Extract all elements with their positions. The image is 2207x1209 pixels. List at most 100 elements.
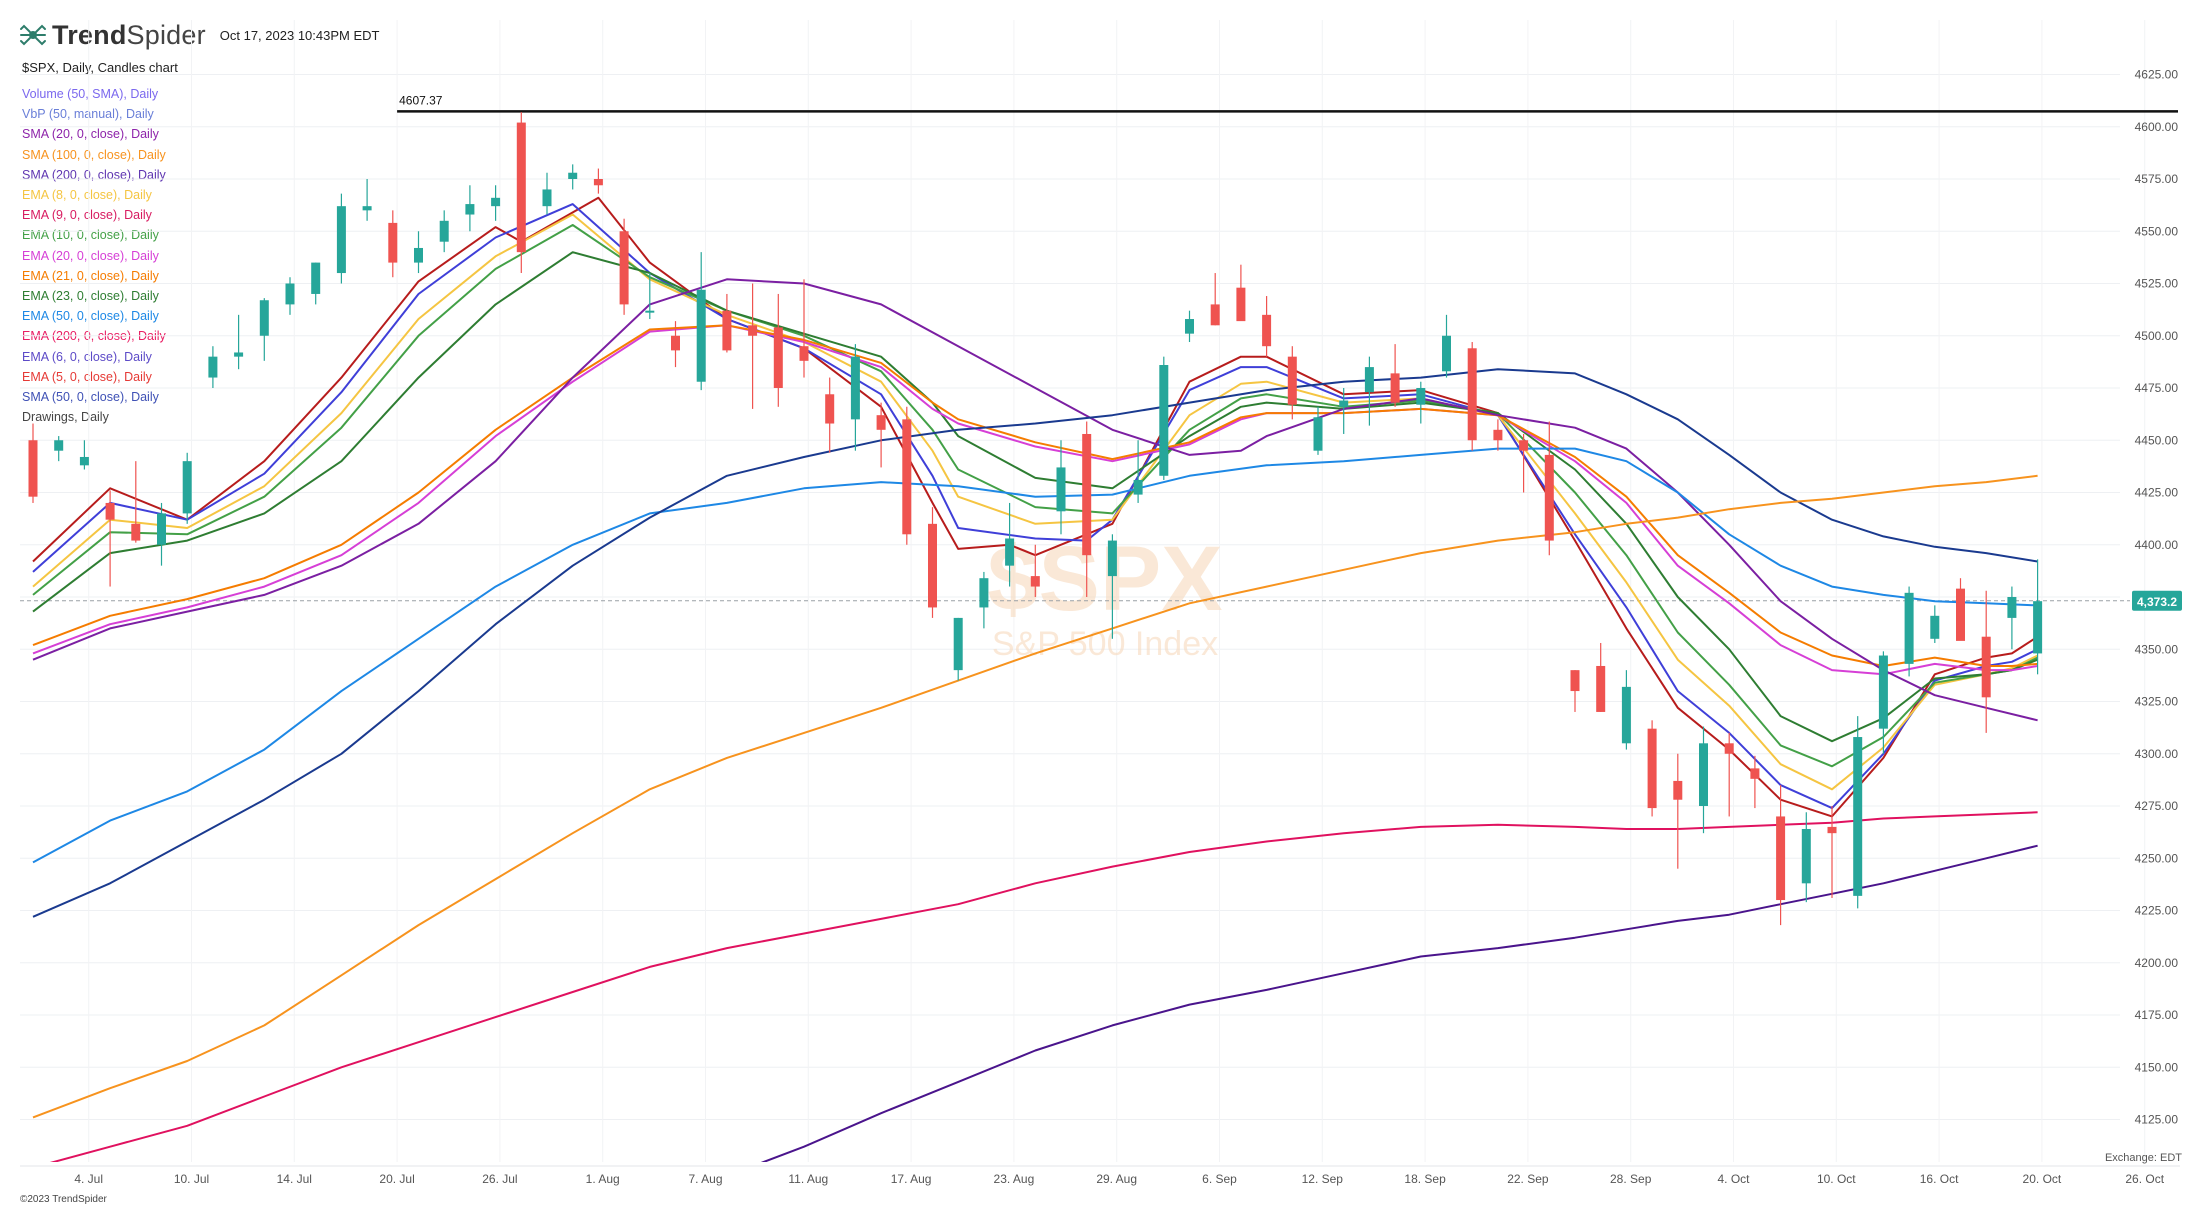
candle-body[interactable]	[671, 335, 680, 351]
candle[interactable]	[542, 172, 552, 215]
candle-body[interactable]	[1878, 655, 1888, 729]
candle[interactable]	[1519, 433, 1529, 493]
candle[interactable]	[979, 571, 989, 629]
series-line[interactable]	[32, 213, 2039, 791]
candle-body[interactable]	[1544, 454, 1554, 541]
candle[interactable]	[105, 490, 115, 587]
candle[interactable]	[1262, 296, 1272, 357]
candle[interactable]	[1030, 544, 1040, 597]
candle-body[interactable]	[1724, 743, 1734, 754]
candle-body[interactable]	[876, 415, 886, 430]
candle[interactable]	[1673, 753, 1683, 869]
candle[interactable]	[516, 112, 526, 274]
candle-body[interactable]	[1570, 670, 1580, 692]
candle[interactable]	[1724, 732, 1734, 817]
candle-body[interactable]	[979, 578, 989, 608]
candle[interactable]	[953, 617, 963, 681]
candle-body[interactable]	[722, 310, 732, 351]
candle-body[interactable]	[1904, 592, 1914, 664]
candle-body[interactable]	[619, 231, 629, 305]
candle-body[interactable]	[1930, 615, 1940, 639]
candle-body[interactable]	[1699, 743, 1708, 806]
candle-body[interactable]	[1210, 304, 1220, 326]
candle-body[interactable]	[491, 197, 501, 207]
legend-entry[interactable]: EMA (20, 0, close), Daily	[22, 248, 159, 263]
candle[interactable]	[1904, 586, 1914, 677]
candle-body[interactable]	[2007, 597, 2017, 618]
candle[interactable]	[1596, 642, 1606, 712]
candle[interactable]	[208, 346, 218, 388]
legend-entry[interactable]: EMA (23, 0, close), Daily	[22, 289, 159, 304]
candle[interactable]	[825, 377, 835, 453]
candle[interactable]	[182, 452, 192, 524]
legend-entry[interactable]: EMA (6, 0, close), Daily	[22, 349, 152, 364]
candle-body[interactable]	[1801, 828, 1811, 884]
candle-body[interactable]	[1442, 335, 1451, 372]
candle[interactable]	[54, 436, 64, 462]
candle[interactable]	[1159, 356, 1169, 480]
candle-body[interactable]	[1005, 538, 1015, 566]
series-line[interactable]	[32, 251, 2038, 743]
candle[interactable]	[1827, 806, 1837, 898]
legend-entry[interactable]: VbP (50, manual), Daily	[22, 107, 154, 122]
candle[interactable]	[491, 185, 501, 221]
candle[interactable]	[285, 277, 295, 315]
candle-body[interactable]	[1082, 433, 1092, 556]
candle-body[interactable]	[388, 222, 398, 263]
series-line[interactable]	[32, 278, 2038, 722]
candle[interactable]	[1185, 310, 1194, 343]
candle-body[interactable]	[902, 419, 912, 535]
candle-body[interactable]	[1056, 467, 1066, 512]
candle[interactable]	[1493, 419, 1503, 451]
legend-entry[interactable]: EMA (21, 0, close), Daily	[22, 268, 159, 283]
candle-body[interactable]	[1647, 728, 1657, 809]
candle[interactable]	[336, 193, 346, 284]
candle[interactable]	[28, 423, 38, 503]
candle-body[interactable]	[362, 206, 372, 211]
spider-logo-icon[interactable]	[18, 20, 48, 50]
candle-body[interactable]	[234, 352, 244, 357]
candle-body[interactable]	[1185, 319, 1194, 334]
candle-body[interactable]	[1107, 540, 1117, 577]
candle[interactable]	[696, 252, 706, 391]
candle-body[interactable]	[131, 523, 141, 541]
candle[interactable]	[619, 218, 629, 315]
candle-body[interactable]	[1956, 588, 1965, 641]
candle[interactable]	[465, 185, 475, 232]
legend-entry[interactable]: EMA (200, 0, close), Daily	[22, 329, 166, 344]
legend-entry[interactable]: Drawings, Daily	[22, 410, 109, 425]
candle-body[interactable]	[157, 513, 166, 545]
candle-body[interactable]	[1390, 373, 1400, 403]
candle-body[interactable]	[79, 456, 89, 466]
candle-body[interactable]	[208, 356, 218, 378]
candle[interactable]	[131, 461, 141, 543]
candle[interactable]	[1210, 273, 1220, 326]
candle[interactable]	[1107, 534, 1117, 639]
candle[interactable]	[311, 262, 321, 305]
candle-body[interactable]	[1827, 826, 1837, 834]
candle-body[interactable]	[953, 617, 963, 671]
candle[interactable]	[259, 298, 269, 361]
series-line[interactable]	[32, 203, 2039, 810]
legend-entry[interactable]: EMA (8, 0, close), Daily	[22, 188, 152, 203]
candle-body[interactable]	[182, 461, 192, 514]
candle[interactable]	[1364, 356, 1374, 426]
candle-body[interactable]	[748, 325, 758, 336]
candle[interactable]	[362, 179, 372, 221]
series-line[interactable]	[32, 368, 2038, 918]
candle-body[interactable]	[259, 300, 269, 336]
candle[interactable]	[593, 168, 603, 194]
candle[interactable]	[928, 507, 937, 618]
candle[interactable]	[1236, 264, 1246, 322]
candle[interactable]	[1699, 726, 1708, 834]
candle[interactable]	[645, 273, 655, 320]
candle-body[interactable]	[799, 346, 809, 361]
candle-body[interactable]	[1262, 314, 1272, 347]
candle-body[interactable]	[773, 327, 783, 388]
candle[interactable]	[1287, 346, 1297, 420]
candle[interactable]	[388, 210, 398, 278]
candle[interactable]	[799, 279, 809, 378]
candle-body[interactable]	[696, 289, 706, 382]
legend-entry[interactable]: SMA (50, 0, close), Daily	[22, 390, 159, 405]
candle[interactable]	[1416, 381, 1426, 424]
